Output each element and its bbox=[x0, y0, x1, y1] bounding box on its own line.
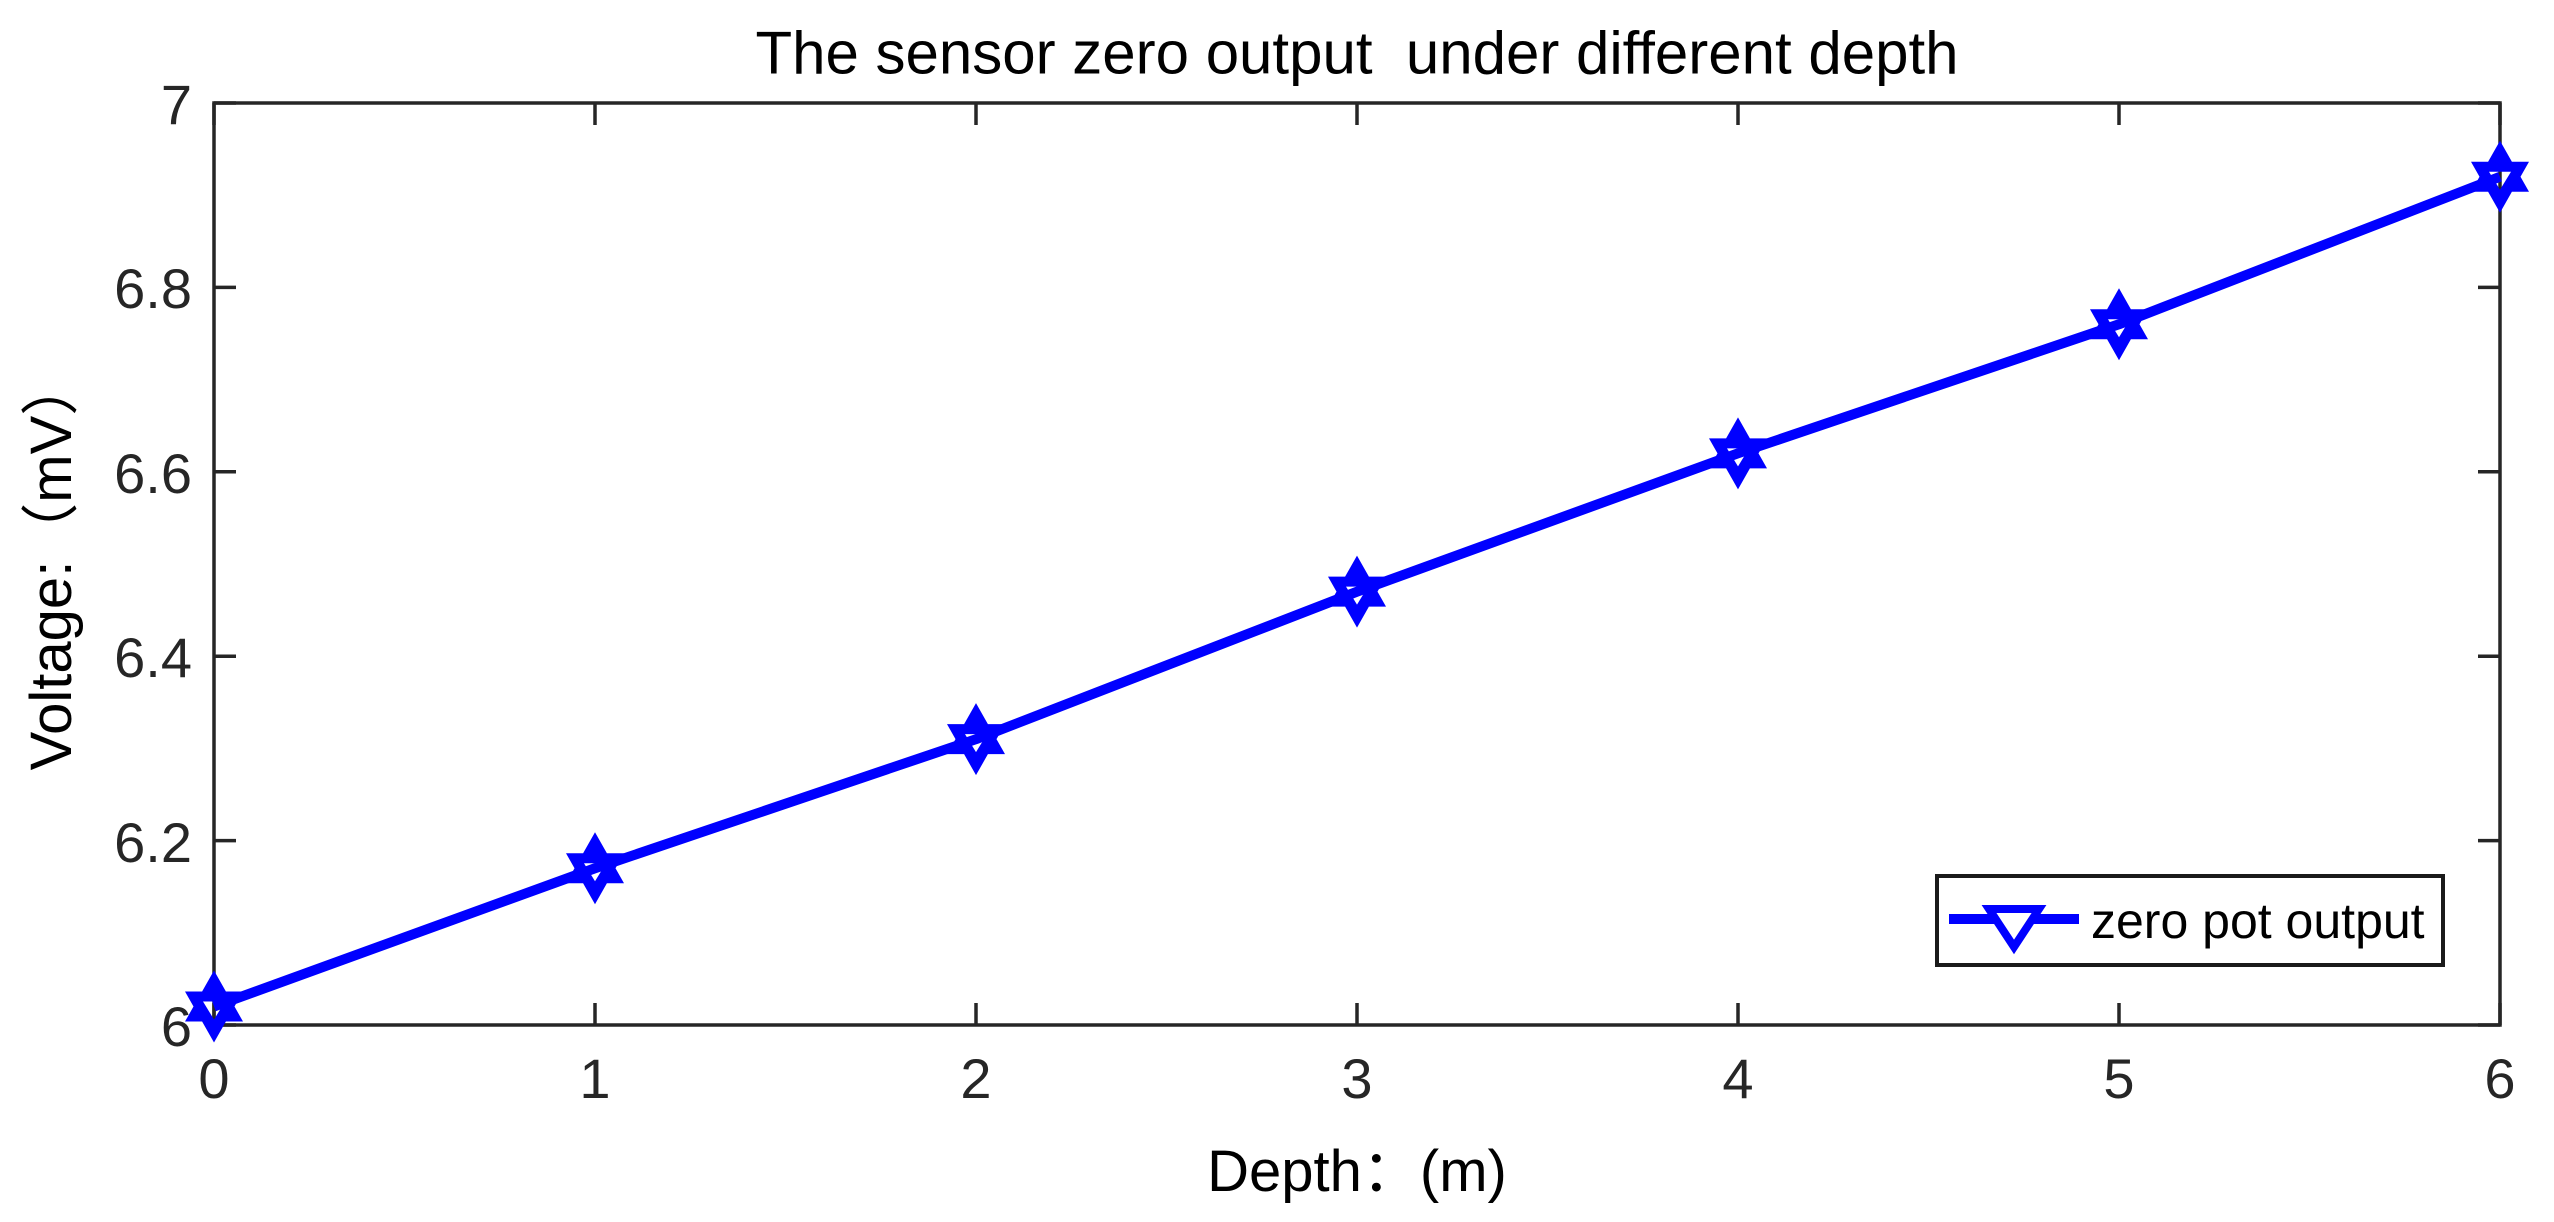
legend-label: zero pot output bbox=[2091, 892, 2425, 949]
data-point-marker bbox=[1328, 555, 1386, 628]
x-tick-label: 1 bbox=[579, 1047, 611, 1110]
legend-line-marker-icon bbox=[1949, 905, 2079, 955]
data-point-marker bbox=[1709, 417, 1767, 490]
x-tick-label: 2 bbox=[960, 1047, 992, 1110]
data-point-marker bbox=[185, 970, 243, 1043]
y-tick-label: 6.2 bbox=[114, 810, 192, 874]
y-tick-label: 6.6 bbox=[114, 441, 192, 505]
data-point-marker bbox=[566, 832, 624, 905]
chart-title: The sensor zero output under different d… bbox=[755, 19, 1959, 87]
x-tick-label: 3 bbox=[1341, 1047, 1373, 1110]
y-tick-label: 6 bbox=[160, 995, 192, 1058]
data-point-marker bbox=[947, 703, 1005, 776]
data-point-marker bbox=[2471, 140, 2529, 213]
legend: zero pot output bbox=[1935, 874, 2445, 967]
x-tick-label: 6 bbox=[2484, 1047, 2516, 1110]
x-tick-label: 5 bbox=[2103, 1047, 2135, 1110]
y-tick-label: 6.4 bbox=[114, 626, 192, 690]
x-tick-label: 0 bbox=[198, 1047, 230, 1110]
y-tick-label: 7 bbox=[160, 73, 192, 136]
y-tick-label: 6.8 bbox=[114, 257, 192, 321]
data-point-marker bbox=[2090, 288, 2148, 361]
x-axis-label: Depth：(m) bbox=[1207, 1139, 1507, 1204]
series-line bbox=[212, 172, 2502, 1012]
x-tick-label: 4 bbox=[1722, 1047, 1754, 1110]
